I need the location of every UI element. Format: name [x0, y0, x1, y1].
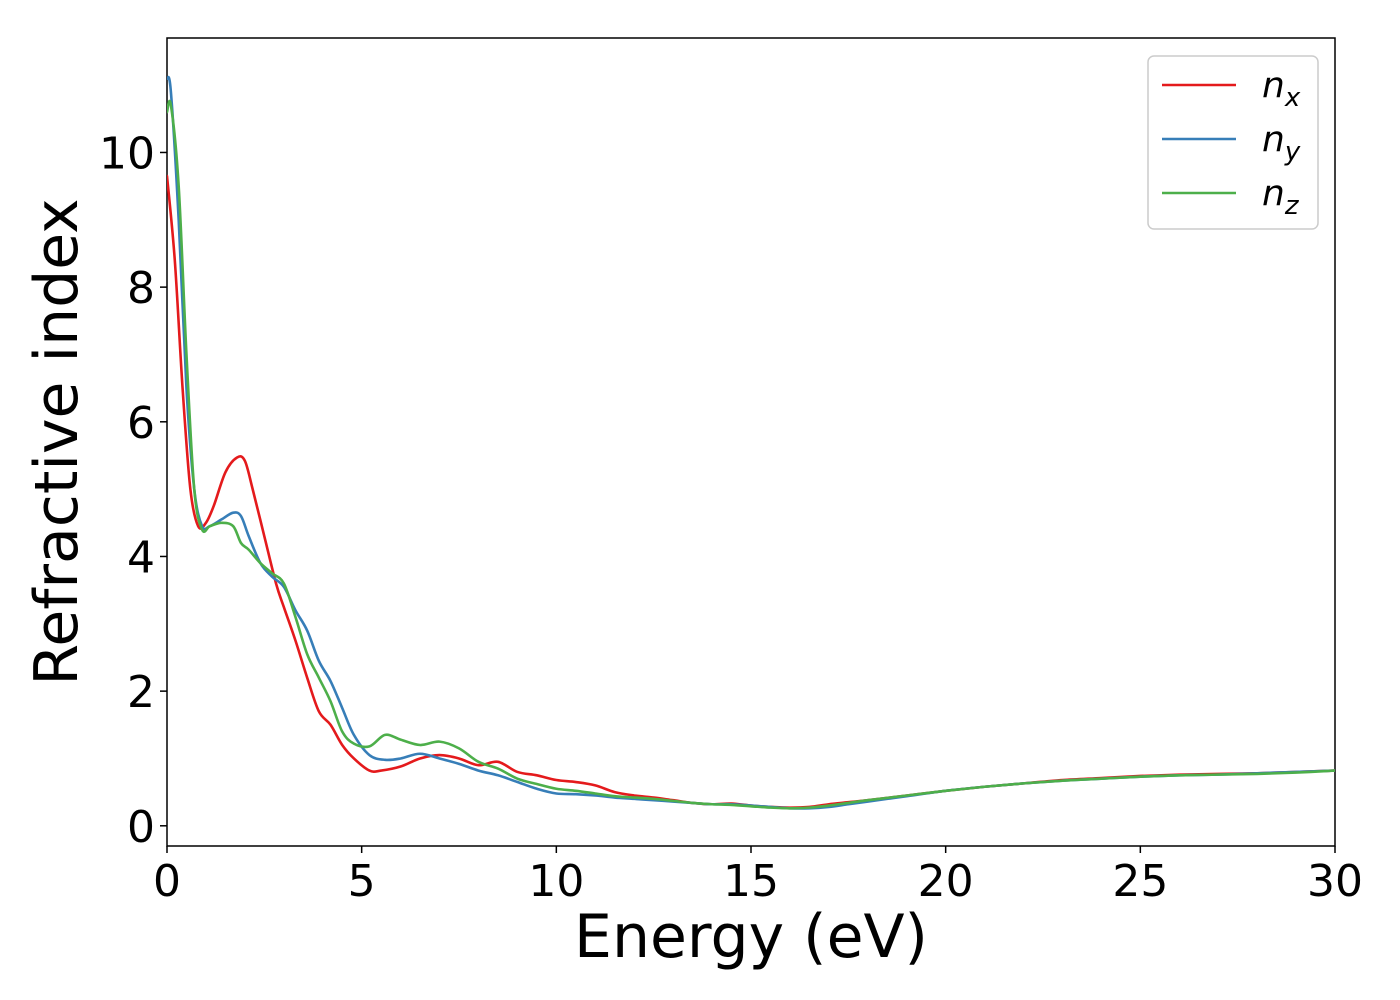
y-tick-label: 4	[127, 532, 155, 583]
series-layer	[167, 75, 1335, 810]
series-line-nz	[167, 99, 1335, 810]
x-tick-label: 5	[348, 856, 376, 907]
y-ticks: 0 2 4 6 8 10	[99, 128, 167, 853]
legend: nx ny nz	[1147, 55, 1319, 230]
x-tick-label: 30	[1307, 856, 1363, 907]
x-tick-label: 25	[1112, 856, 1168, 907]
legend-label-nx: nx	[1262, 65, 1301, 113]
x-tick-label: 15	[723, 856, 779, 907]
series-line-nx	[167, 174, 1335, 809]
y-axis-title: Refractive index	[22, 198, 92, 685]
legend-label-ny: ny	[1262, 119, 1301, 167]
plot-area: 0 5 10 15 20 25 30 0 2 4 6 8 10	[99, 37, 1363, 907]
y-tick-label: 6	[127, 398, 155, 449]
x-tick-label: 10	[528, 856, 584, 907]
x-axis-title: Energy (eV)	[574, 902, 928, 972]
y-tick-label: 0	[127, 802, 155, 853]
y-tick-label: 10	[99, 128, 155, 179]
legend-label-nz: nz	[1262, 173, 1300, 221]
y-tick-label: 2	[127, 667, 155, 718]
x-tick-label: 20	[918, 856, 974, 907]
x-ticks: 0 5 10 15 20 25 30	[153, 846, 1363, 907]
legend-entries: nx ny nz	[1162, 65, 1301, 221]
x-tick-label: 0	[153, 856, 181, 907]
y-tick-label: 8	[127, 263, 155, 314]
legend-box	[1147, 55, 1319, 230]
